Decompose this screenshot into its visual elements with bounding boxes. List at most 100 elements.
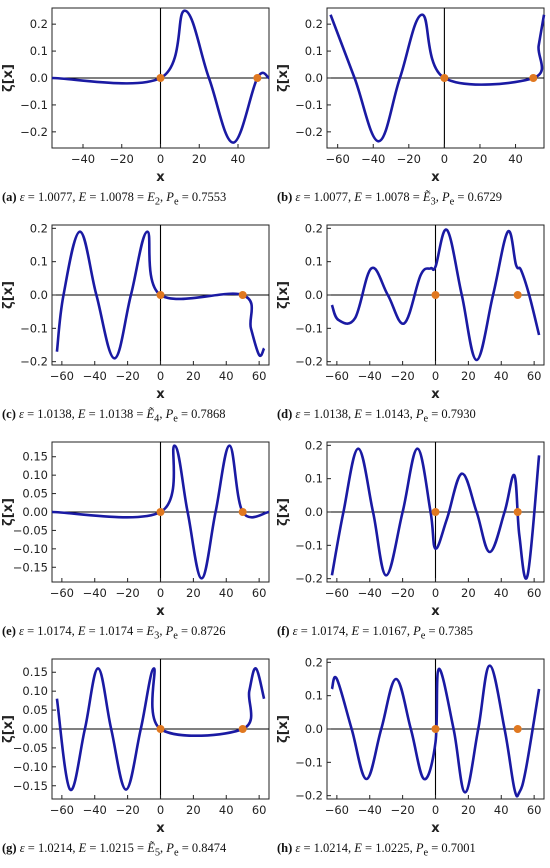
x-tick-label: 60 xyxy=(252,586,267,600)
data-point-marker xyxy=(238,725,247,733)
panel-h: −60 −40 −20 0 20 40 60 −0.2 −0.1 0.0 0.1 0.2 x ζ[x] (… xyxy=(275,651,550,868)
y-tick-label: 0.0 xyxy=(30,71,48,85)
caption-label: (h) xyxy=(277,841,293,855)
caption-a: (a) ε = 1.0077, E = 1.0078 = E2, Pe = 0.… xyxy=(2,190,227,208)
y-tick-label: 0.0 xyxy=(305,722,323,736)
series-line xyxy=(329,13,546,143)
x-tick-label: 20 xyxy=(461,586,476,600)
data-point-marker xyxy=(513,725,522,733)
y-tick-label: 0.15 xyxy=(22,665,48,679)
caption-label: (c) xyxy=(2,407,16,421)
caption-h: (h) ε = 1.0214, E = 1.0225, Pe = 0.7001 xyxy=(277,841,476,859)
x-tick-label: 20 xyxy=(461,803,476,817)
x-tick-label: −40 xyxy=(358,586,382,600)
x-tick-label: 0 xyxy=(157,586,164,600)
panel-f: −60 −40 −20 0 20 40 60 −0.2 −0.1 0.0 0.1 0.2 x ζ[x] (… xyxy=(275,434,550,651)
plot-c: −60 −40 −20 0 20 40 60 −0.2 −0.1 0.0 0.1 0.2 x ζ[x] xyxy=(1,221,270,402)
x-tick-label: 20 xyxy=(192,152,207,166)
y-tick-label: 0.0 xyxy=(305,288,323,302)
y-tick-label: −0.15 xyxy=(13,560,48,574)
caption-label: (a) xyxy=(2,190,17,204)
caption-c: (c) ε = 1.0138, E = 1.0138 = Ẽ4, Pe = 0… xyxy=(2,407,226,425)
plot-e: −60 −40 −20 0 20 40 60 −0.15 −0.10 −0.05 0.00 0.05 0… xyxy=(1,441,270,619)
x-tick-label: −20 xyxy=(397,152,421,166)
x-tick-label: −40 xyxy=(83,803,107,817)
y-tick-label: −0.2 xyxy=(295,355,323,369)
x-tick-label: 40 xyxy=(219,369,234,383)
caption-label: (e) xyxy=(2,624,16,638)
x-tick-label: −40 xyxy=(83,369,107,383)
y-tick-label: 0.1 xyxy=(305,472,323,486)
x-tick-label: −40 xyxy=(361,152,385,166)
x-tick-label: −60 xyxy=(325,803,349,817)
y-tick-label: 0.2 xyxy=(305,655,323,669)
data-point-marker xyxy=(238,291,247,299)
y-tick-label: −0.10 xyxy=(13,760,48,774)
y-tick-label: 0.1 xyxy=(305,689,323,703)
y-tick-label: 0.00 xyxy=(22,722,48,736)
caption-e: (e) ε = 1.0174, E = 1.0174 = E3, Pe = 0.… xyxy=(2,624,226,642)
x-tick-label: −40 xyxy=(71,152,95,166)
y-tick-label: 0.10 xyxy=(22,684,48,698)
data-point-marker xyxy=(529,74,538,82)
data-point-marker xyxy=(156,725,165,733)
y-tick-label: 0.10 xyxy=(22,468,48,482)
series-line xyxy=(55,667,266,791)
x-axis-title: x xyxy=(156,170,165,185)
data-point-marker xyxy=(431,508,440,516)
data-point-marker xyxy=(440,74,449,82)
x-axis-title: x xyxy=(431,387,440,402)
x-tick-label: 0 xyxy=(157,152,164,166)
y-tick-label: −0.1 xyxy=(295,321,323,335)
x-tick-label: 40 xyxy=(219,586,234,600)
x-axis-title: x xyxy=(156,604,165,619)
y-tick-label: 0.2 xyxy=(30,221,48,235)
panel-b: −60 −40 −20 0 20 40 −0.2 −0.1 0.0 0.1 0.2 x ζ[x] (b)… xyxy=(275,0,550,217)
x-tick-label: −20 xyxy=(390,586,414,600)
x-tick-label: −60 xyxy=(50,803,74,817)
panel-d: −60 −40 −20 0 20 40 60 −0.2 −0.1 0.0 0.1 0.2 x ζ[x] (… xyxy=(275,217,550,434)
series-line xyxy=(51,444,270,580)
data-point-marker xyxy=(431,725,440,733)
caption-b: (b) ε = 1.0077, E = 1.0078 = Ẽ3, Pe = 0… xyxy=(277,190,502,208)
y-tick-label: 0.1 xyxy=(30,255,48,269)
x-tick-label: 40 xyxy=(494,803,509,817)
y-axis-title: ζ[x] xyxy=(276,498,291,526)
x-tick-label: 20 xyxy=(186,803,201,817)
y-tick-label: −0.05 xyxy=(13,523,48,537)
x-tick-label: −40 xyxy=(358,369,382,383)
x-tick-label: 40 xyxy=(494,369,509,383)
series-line xyxy=(330,664,541,798)
series-line xyxy=(330,228,541,362)
y-tick-label: 0.0 xyxy=(30,288,48,302)
y-tick-label: −0.05 xyxy=(13,741,48,755)
x-tick-label: −60 xyxy=(50,369,74,383)
data-point-marker xyxy=(156,508,165,516)
x-tick-label: 60 xyxy=(527,586,542,600)
x-tick-label: −20 xyxy=(110,152,134,166)
y-tick-label: −0.1 xyxy=(295,98,323,112)
x-tick-label: −60 xyxy=(325,586,349,600)
x-axis-title: x xyxy=(156,387,165,402)
y-axis-title: ζ[x] xyxy=(276,281,291,309)
y-axis-title: ζ[x] xyxy=(276,715,291,743)
y-tick-label: 0.05 xyxy=(22,703,48,717)
x-axis-title: x xyxy=(431,170,440,185)
y-tick-label: −0.2 xyxy=(295,125,323,139)
x-tick-label: −40 xyxy=(83,586,107,600)
data-point-marker xyxy=(513,291,522,299)
y-tick-label: −0.2 xyxy=(295,572,323,586)
y-tick-label: 0.15 xyxy=(22,450,48,464)
x-tick-label: 0 xyxy=(432,803,439,817)
plot-g: −60 −40 −20 0 20 40 60 −0.15 −0.10 −0.05 0.00 0.05 0… xyxy=(1,658,270,836)
caption-label: (f) xyxy=(277,624,290,638)
y-tick-label: 0.0 xyxy=(305,505,323,519)
panel-g: −60 −40 −20 0 20 40 60 −0.15 −0.10 −0.05 0.00 0.05 0… xyxy=(0,651,275,868)
y-tick-label: −0.2 xyxy=(20,355,48,369)
caption-label: (b) xyxy=(277,190,293,204)
data-point-marker xyxy=(513,508,522,516)
plot-a: −40 −20 0 20 40 −0.2 −0.1 0.0 0.1 0.2 x ζ[x] xyxy=(1,7,270,185)
y-tick-label: 0.2 xyxy=(305,438,323,452)
x-tick-label: −60 xyxy=(326,152,350,166)
x-tick-label: 0 xyxy=(432,586,439,600)
